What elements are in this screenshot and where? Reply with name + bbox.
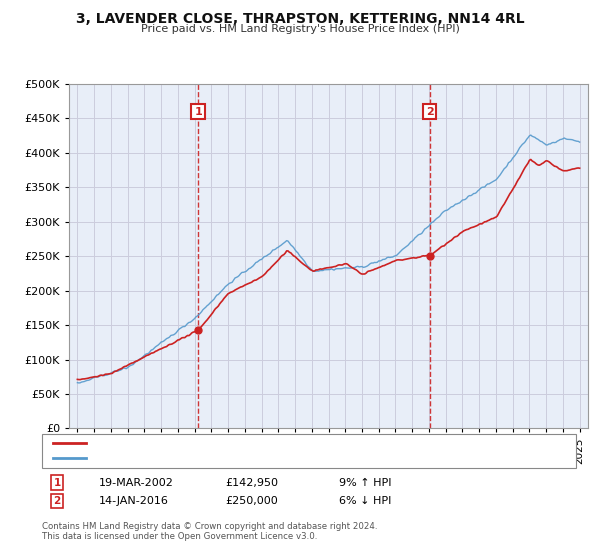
Text: HPI: Average price, detached house, North Northamptonshire: HPI: Average price, detached house, Nort… xyxy=(91,453,391,463)
Text: £250,000: £250,000 xyxy=(225,496,278,506)
Text: 3, LAVENDER CLOSE, THRAPSTON, KETTERING, NN14 4RL (detached house): 3, LAVENDER CLOSE, THRAPSTON, KETTERING,… xyxy=(91,438,461,449)
Text: 6% ↓ HPI: 6% ↓ HPI xyxy=(339,496,391,506)
Text: 19-MAR-2002: 19-MAR-2002 xyxy=(99,478,174,488)
Text: Contains HM Land Registry data © Crown copyright and database right 2024.
This d: Contains HM Land Registry data © Crown c… xyxy=(42,522,377,542)
Text: 9% ↑ HPI: 9% ↑ HPI xyxy=(339,478,391,488)
Text: 14-JAN-2016: 14-JAN-2016 xyxy=(99,496,169,506)
Text: 1: 1 xyxy=(53,478,61,488)
Text: Price paid vs. HM Land Registry's House Price Index (HPI): Price paid vs. HM Land Registry's House … xyxy=(140,24,460,34)
Text: 3, LAVENDER CLOSE, THRAPSTON, KETTERING, NN14 4RL: 3, LAVENDER CLOSE, THRAPSTON, KETTERING,… xyxy=(76,12,524,26)
Text: 2: 2 xyxy=(426,106,433,116)
Text: 1: 1 xyxy=(194,106,202,116)
Text: £142,950: £142,950 xyxy=(225,478,278,488)
Text: 2: 2 xyxy=(53,496,61,506)
